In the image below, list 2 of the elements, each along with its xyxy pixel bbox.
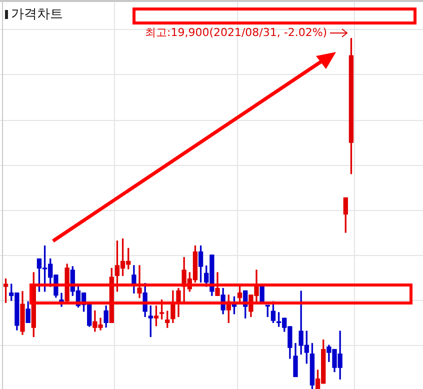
chart-title: 가격차트 xyxy=(11,6,63,23)
annotation: 최고:19,900(2021/08/31, -2.02%) xyxy=(145,26,328,39)
